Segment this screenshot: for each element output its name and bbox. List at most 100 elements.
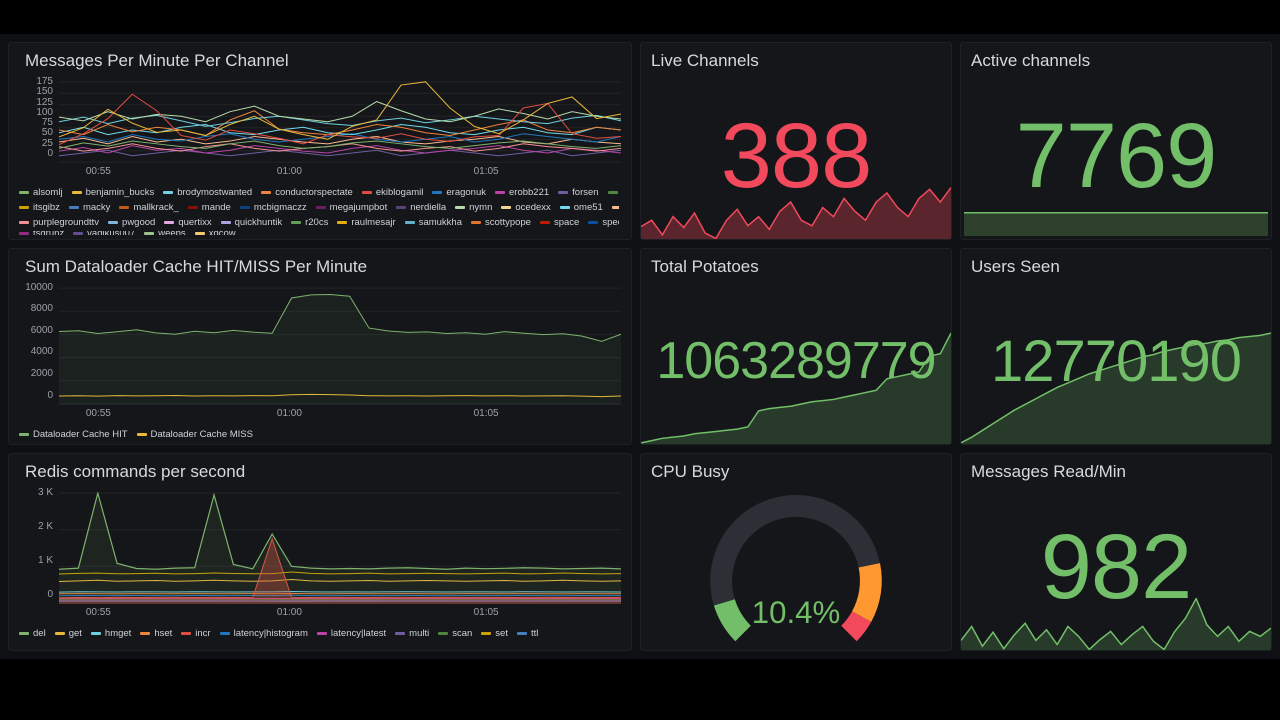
legend-item[interactable]: raulmesajr <box>337 217 396 228</box>
legend-series-color-icon <box>73 231 84 235</box>
legend-item[interactable]: samukkha <box>404 217 462 228</box>
legend-item[interactable]: benjamin_bucks <box>71 187 154 198</box>
panel-title-messages-read[interactable]: Messages Read/Min <box>971 462 1126 482</box>
dataloader-chart[interactable] <box>59 287 621 405</box>
legend-item[interactable]: incr <box>181 628 211 639</box>
panel-title-dataloader[interactable]: Sum Dataloader Cache HIT/MISS Per Minute <box>25 256 368 276</box>
legend-item[interactable]: itsgibz <box>19 202 60 213</box>
legend-item[interactable]: weebs <box>144 231 186 235</box>
legend-item[interactable]: macky <box>68 202 110 213</box>
x-tick-label: 01:05 <box>473 407 499 419</box>
legend-series-color-icon <box>361 191 372 194</box>
messages-chart[interactable] <box>59 81 621 163</box>
legend-item[interactable]: scan <box>438 628 472 639</box>
legend-item[interactable]: xqcow <box>194 231 236 235</box>
panel-title-active-channels[interactable]: Active channels <box>971 51 1091 70</box>
panel-live-channels: Live Channels 388 <box>640 42 952 240</box>
legend-series-color-icon <box>220 221 231 224</box>
legend-series-color-icon <box>607 191 618 194</box>
legend-item[interactable]: del <box>19 628 46 639</box>
messages-read-sparkline[interactable] <box>961 598 1271 650</box>
legend-item[interactable]: conductorspectate <box>261 187 353 198</box>
legend-item-label: vadikus007 <box>87 231 135 235</box>
legend-item[interactable]: tsgrunz <box>19 231 64 235</box>
legend-item-label: xqcow <box>209 231 236 235</box>
legend-item[interactable]: hmget <box>90 628 131 639</box>
x-tick-label: 01:05 <box>473 607 499 619</box>
legend-item[interactable]: purplegroundttv <box>19 217 99 228</box>
y-tick-label: 25 <box>41 137 53 149</box>
legend-series-color-icon <box>71 191 82 194</box>
legend-item[interactable]: r20cs <box>291 217 328 228</box>
legend-item[interactable]: quertixx <box>164 217 212 228</box>
legend-item[interactable]: vadikus007 <box>73 231 135 235</box>
legend-series-color-icon <box>471 221 482 224</box>
legend-item[interactable]: forsen <box>558 187 599 198</box>
legend-series-color-icon <box>19 221 29 224</box>
legend-item[interactable]: hset <box>140 628 172 639</box>
legend-item[interactable]: eragonuk <box>432 187 486 198</box>
legend-item[interactable]: spectatorsen <box>588 217 619 228</box>
panel-title-total-potatoes[interactable]: Total Potatoes <box>651 256 759 276</box>
legend-item[interactable]: scottypope <box>471 217 531 228</box>
legend-item[interactable]: mcbigmaczz <box>239 202 307 213</box>
y-tick-label: 125 <box>36 96 53 108</box>
legend-series-color-icon <box>501 206 512 209</box>
legend-item[interactable]: mallkrack_ <box>119 202 179 213</box>
legend-series-color-icon <box>291 221 302 224</box>
legend-item[interactable]: nymn <box>455 202 492 213</box>
legend-item[interactable]: nerdiella <box>396 202 446 213</box>
y-tick-label: 100 <box>36 106 53 118</box>
legend-item[interactable]: pwgood <box>108 217 155 228</box>
total-potatoes-sparkline[interactable] <box>641 332 951 445</box>
legend-item[interactable]: latency|histogram <box>219 628 308 639</box>
legend-series-color-icon <box>316 632 327 636</box>
legend-series-color-icon <box>163 191 174 194</box>
legend-item[interactable]: space <box>539 217 579 228</box>
legend-item[interactable]: preachlfw <box>611 202 619 213</box>
redis-plot <box>59 492 621 605</box>
legend-item[interactable]: megajumpbot <box>315 202 387 213</box>
redis-y-axis: 3 K 2 K 1 K 0 <box>17 488 53 600</box>
messages-x-axis: 00:55 01:00 01:05 <box>59 166 621 179</box>
y-tick-label: 175 <box>36 76 53 87</box>
legend-item[interactable]: ttl <box>516 628 538 639</box>
legend-item[interactable]: get <box>54 628 82 639</box>
redis-chart[interactable] <box>59 492 621 605</box>
y-tick-label: 6000 <box>30 324 53 336</box>
total-potatoes-value: 1063289779 <box>656 332 936 391</box>
legend-item-label: brodymostwanted <box>177 187 253 198</box>
live-channels-value: 388 <box>720 104 873 207</box>
panel-title-redis[interactable]: Redis commands per second <box>25 462 246 482</box>
legend-item[interactable]: Dataloader Cache HIT <box>19 429 128 440</box>
legend-item[interactable]: llyynina <box>607 187 619 198</box>
legend-item[interactable]: latency|latest <box>316 628 386 639</box>
users-seen-sparkline[interactable] <box>961 332 1271 445</box>
active-channels-sparkline[interactable] <box>964 210 1268 236</box>
redis-chart-area: 3 K 2 K 1 K 0 <box>17 488 621 605</box>
legend-item-label: nerdiella <box>410 202 447 213</box>
live-channels-sparkline[interactable] <box>641 187 951 239</box>
cpu-gauge[interactable]: 10.4% <box>671 489 921 645</box>
panel-title-messages[interactable]: Messages Per Minute Per Channel <box>25 51 289 70</box>
legend-item[interactable]: ocedexx <box>501 202 551 213</box>
users-seen-value: 12770190 <box>990 328 1242 394</box>
legend-item[interactable]: Dataloader Cache MISS <box>136 429 253 440</box>
legend-item[interactable]: erobb221 <box>495 187 549 198</box>
legend-item[interactable]: quickhuntik <box>220 217 282 228</box>
legend-item[interactable]: ekiblogamil <box>361 187 423 198</box>
panel-title-live-channels[interactable]: Live Channels <box>651 51 759 70</box>
legend-series-color-icon <box>187 206 198 209</box>
legend-item[interactable]: ome51 <box>559 202 603 213</box>
panel-title-cpu-busy[interactable]: CPU Busy <box>651 462 730 482</box>
redis-x-axis: 00:55 01:00 01:05 <box>59 607 621 620</box>
legend-series-color-icon <box>19 231 29 235</box>
legend-item[interactable]: mande <box>187 202 231 213</box>
legend-item[interactable]: multi <box>395 628 429 639</box>
panel-title-users-seen[interactable]: Users Seen <box>971 256 1060 276</box>
dataloader-y-axis: 10000 8000 6000 4000 2000 0 <box>17 282 53 401</box>
legend-item[interactable]: alsomlj <box>19 187 63 198</box>
legend-item[interactable]: set <box>481 628 508 639</box>
legend-item[interactable]: brodymostwanted <box>163 187 252 198</box>
y-tick-label: 2000 <box>30 368 53 380</box>
